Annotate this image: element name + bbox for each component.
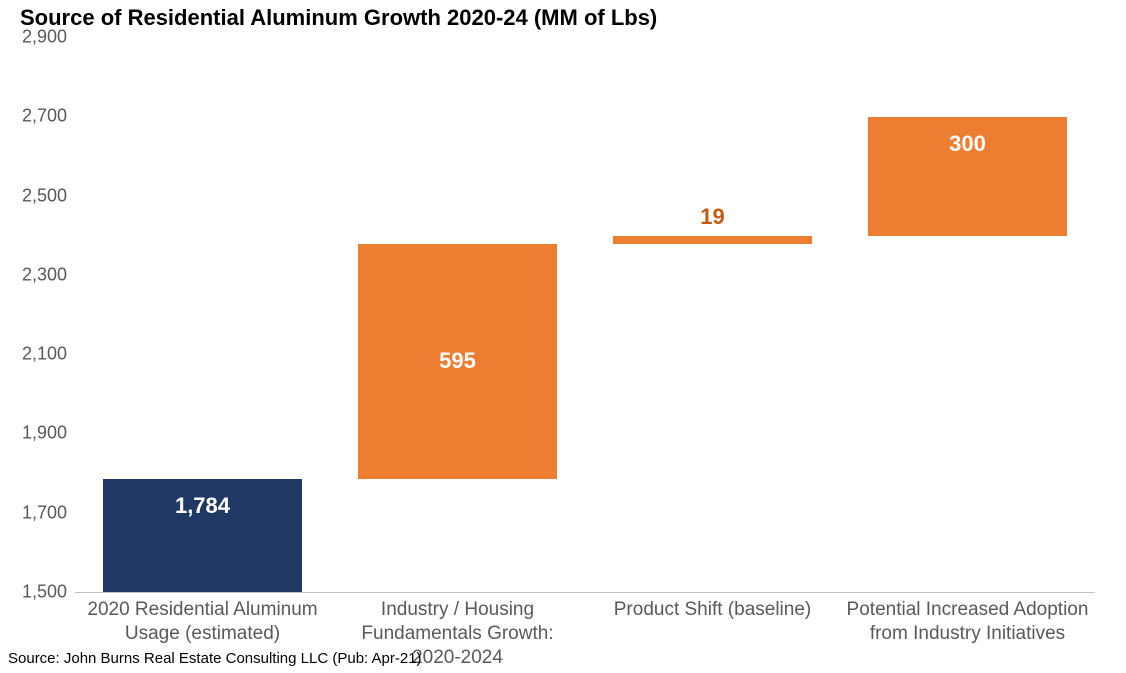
y-tick-label: 2,100 [22, 344, 67, 365]
waterfall-bar [613, 236, 812, 244]
y-tick-label: 1,700 [22, 502, 67, 523]
y-tick-label: 2,300 [22, 264, 67, 285]
waterfall-chart: Source of Residential Aluminum Growth 20… [20, 5, 1110, 669]
x-category-label: Potential Increased Adoption from Indust… [840, 598, 1095, 669]
bar-value-label: 300 [868, 131, 1067, 157]
chart-title: Source of Residential Aluminum Growth 20… [20, 5, 1110, 31]
bar-value-label: 19 [613, 204, 812, 230]
y-tick-label: 1,500 [22, 582, 67, 603]
bar-value-label: 595 [358, 348, 557, 374]
y-axis: 1,5001,7001,9002,1002,3002,5002,7002,900 [20, 37, 75, 592]
plot-area: 1,5001,7001,9002,1002,3002,5002,7002,900… [75, 37, 1095, 592]
x-axis-line [75, 592, 1095, 593]
source-text: Source: John Burns Real Estate Consultin… [8, 650, 422, 667]
x-category-label: Product Shift (baseline) [585, 598, 840, 669]
y-tick-label: 2,900 [22, 27, 67, 48]
bar-value-label: 1,784 [103, 493, 302, 519]
y-tick-label: 2,500 [22, 185, 67, 206]
bars-area: 1,784 595 19 300 [75, 37, 1095, 592]
y-tick-label: 2,700 [22, 106, 67, 127]
y-tick-label: 1,900 [22, 423, 67, 444]
